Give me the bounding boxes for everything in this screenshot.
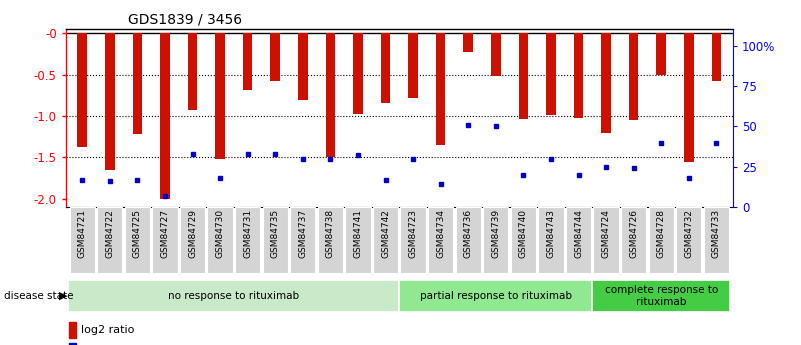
Text: GDS1839 / 3456: GDS1839 / 3456	[128, 12, 242, 26]
Bar	[69, 343, 76, 345]
Bar	[271, 33, 280, 81]
Bar	[602, 33, 611, 132]
Text: GSM84734: GSM84734	[437, 209, 445, 258]
Bar	[160, 33, 170, 199]
Bar	[711, 33, 721, 81]
Text: GSM84722: GSM84722	[105, 209, 115, 258]
Text: GSM84741: GSM84741	[353, 209, 362, 258]
Text: GSM84742: GSM84742	[381, 209, 390, 258]
Text: GSM84732: GSM84732	[684, 209, 694, 258]
Bar	[491, 33, 501, 77]
FancyBboxPatch shape	[511, 207, 536, 273]
Text: ▶: ▶	[58, 291, 67, 301]
Text: partial response to rituximab: partial response to rituximab	[420, 291, 572, 301]
FancyBboxPatch shape	[621, 207, 646, 273]
Bar	[69, 322, 76, 338]
FancyBboxPatch shape	[290, 207, 316, 273]
FancyBboxPatch shape	[400, 207, 426, 273]
Bar	[105, 33, 115, 170]
Bar	[132, 33, 143, 134]
Bar	[215, 33, 225, 159]
FancyBboxPatch shape	[676, 207, 702, 273]
FancyBboxPatch shape	[456, 207, 481, 273]
Text: GSM84744: GSM84744	[574, 209, 583, 258]
Text: GSM84738: GSM84738	[326, 209, 335, 258]
Text: GSM84726: GSM84726	[629, 209, 638, 258]
Bar	[546, 33, 556, 115]
Text: GSM84737: GSM84737	[298, 209, 308, 258]
Bar	[464, 33, 473, 52]
Text: GSM84740: GSM84740	[519, 209, 528, 258]
Text: GSM84723: GSM84723	[409, 209, 417, 258]
Bar	[574, 33, 583, 118]
FancyBboxPatch shape	[70, 207, 95, 273]
Bar	[629, 33, 638, 120]
Text: GSM84739: GSM84739	[491, 209, 501, 258]
Bar	[353, 33, 363, 114]
FancyBboxPatch shape	[180, 207, 205, 273]
Bar	[78, 33, 87, 148]
FancyBboxPatch shape	[152, 207, 178, 273]
FancyBboxPatch shape	[704, 207, 729, 273]
Text: GSM84729: GSM84729	[188, 209, 197, 258]
FancyBboxPatch shape	[318, 207, 343, 273]
FancyBboxPatch shape	[68, 280, 399, 312]
Text: GSM84730: GSM84730	[215, 209, 224, 258]
Bar	[656, 33, 666, 75]
FancyBboxPatch shape	[592, 280, 731, 312]
Bar	[518, 33, 528, 119]
FancyBboxPatch shape	[345, 207, 371, 273]
Text: GSM84721: GSM84721	[78, 209, 87, 258]
FancyBboxPatch shape	[538, 207, 564, 273]
Text: complete response to
rituximab: complete response to rituximab	[605, 285, 718, 307]
Text: GSM84743: GSM84743	[546, 209, 555, 258]
Text: GSM84731: GSM84731	[244, 209, 252, 258]
FancyBboxPatch shape	[594, 207, 618, 273]
FancyBboxPatch shape	[235, 207, 260, 273]
FancyBboxPatch shape	[97, 207, 123, 273]
Bar	[409, 33, 418, 98]
Text: GSM84724: GSM84724	[602, 209, 610, 258]
Bar	[380, 33, 390, 103]
Bar	[325, 33, 335, 157]
Bar	[298, 33, 308, 100]
Text: GSM84735: GSM84735	[271, 209, 280, 258]
FancyBboxPatch shape	[263, 207, 288, 273]
Text: GSM84727: GSM84727	[160, 209, 170, 258]
Text: GSM84725: GSM84725	[133, 209, 142, 258]
FancyBboxPatch shape	[566, 207, 591, 273]
FancyBboxPatch shape	[399, 280, 592, 312]
FancyBboxPatch shape	[207, 207, 233, 273]
Bar	[436, 33, 445, 145]
Text: GSM84736: GSM84736	[464, 209, 473, 258]
Text: log2 ratio: log2 ratio	[81, 325, 135, 335]
FancyBboxPatch shape	[125, 207, 150, 273]
FancyBboxPatch shape	[372, 207, 398, 273]
FancyBboxPatch shape	[483, 207, 509, 273]
Bar	[684, 33, 694, 161]
Text: disease state: disease state	[4, 291, 74, 301]
Text: no response to rituximab: no response to rituximab	[168, 291, 300, 301]
FancyBboxPatch shape	[649, 207, 674, 273]
FancyBboxPatch shape	[428, 207, 453, 273]
Bar	[187, 33, 197, 110]
Bar	[243, 33, 252, 90]
Text: GSM84728: GSM84728	[657, 209, 666, 258]
Text: GSM84733: GSM84733	[712, 209, 721, 258]
